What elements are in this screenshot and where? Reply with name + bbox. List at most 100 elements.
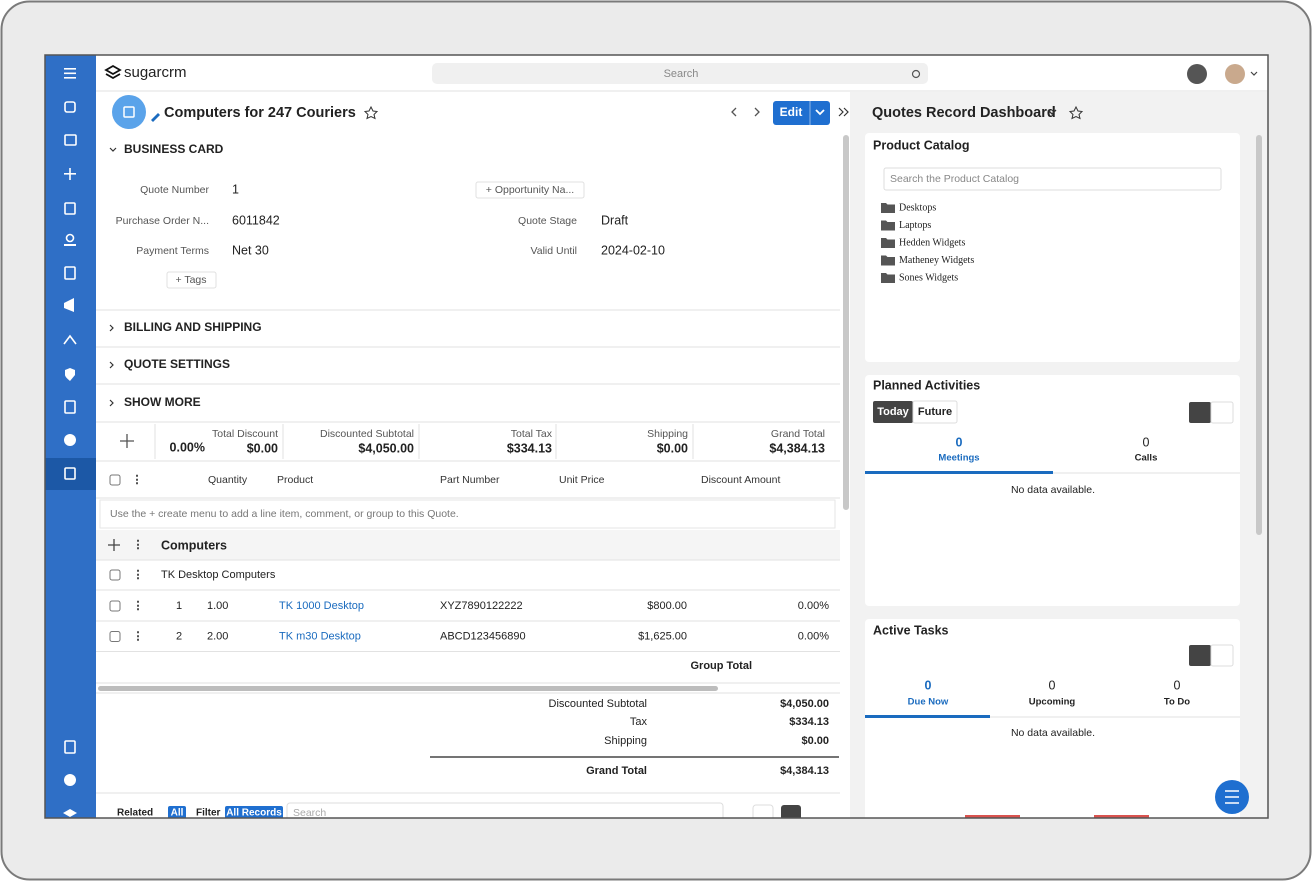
row-actions: ⋮	[133, 600, 144, 612]
opportunity-button[interactable]	[475, 181, 585, 199]
group: sugarcrm Search Computers for 247 Courie…	[45, 55, 1268, 823]
avatar[interactable]	[1225, 64, 1245, 84]
folder[interactable]: Sones Widgets	[899, 272, 958, 283]
cell: 1	[176, 600, 182, 612]
records-chip[interactable]	[225, 806, 283, 820]
decoration	[109, 361, 114, 369]
count: 0	[1174, 678, 1181, 692]
favorite[interactable]	[363, 105, 379, 120]
window-border	[44, 54, 1269, 819]
decoration	[781, 805, 801, 818]
decoration	[64, 72, 76, 75]
field-label: Valid Until	[531, 245, 578, 257]
tab-label: Today	[877, 406, 909, 418]
logo: sugarcrm	[124, 64, 187, 81]
tab-future[interactable]	[912, 400, 958, 424]
column-header: Part Number	[440, 474, 500, 486]
actions: ⋮	[132, 474, 143, 486]
tags-button[interactable]	[166, 271, 217, 289]
panel-header[interactable]: QUOTE SETTINGS	[124, 357, 230, 371]
decoration	[64, 740, 76, 754]
column-header: Unit Price	[559, 474, 605, 486]
all-label: All	[171, 808, 184, 819]
scrollbar	[843, 135, 849, 510]
field-label: Payment Terms	[136, 245, 209, 257]
dashlet-title: Planned Activities	[873, 378, 980, 392]
product-link[interactable]: TK 1000 Desktop	[279, 600, 364, 612]
record-title: Computers for 247 Couriers	[164, 105, 356, 121]
count-label[interactable]: Calls	[1135, 453, 1158, 464]
decoration	[1068, 105, 1084, 120]
cell: 1.00	[207, 600, 228, 612]
dashlet-title: Active Tasks	[873, 623, 949, 637]
logo-mark	[104, 64, 122, 80]
checkbox	[109, 631, 121, 642]
tab-label: Future	[918, 406, 952, 418]
count-label[interactable]: Upcoming	[1029, 697, 1076, 708]
decoration: ⋮	[133, 539, 144, 551]
subpanel-search[interactable]	[286, 802, 724, 823]
count-label[interactable]: Due Now	[908, 697, 949, 708]
column-header: Product	[277, 474, 313, 486]
count: 0	[1143, 435, 1150, 449]
field-value: 2024-02-10	[601, 243, 665, 257]
total-label: Shipping	[647, 428, 688, 440]
field-value: Draft	[601, 213, 629, 227]
hint: Use the + create menu to add a line item…	[110, 508, 459, 520]
decoration	[815, 109, 825, 116]
count: 0	[956, 435, 963, 449]
cell: XYZ7890122222	[440, 600, 523, 612]
decoration	[1225, 790, 1239, 804]
column-header: Quantity	[208, 474, 248, 486]
create-menu[interactable]	[120, 434, 134, 448]
product-link[interactable]: TK m30 Desktop	[279, 630, 361, 642]
folder[interactable]: Hedden Widgets	[899, 237, 965, 248]
related[interactable]: Related	[117, 808, 153, 819]
group-name: Computers	[161, 538, 227, 552]
folder[interactable]: Desktops	[899, 202, 936, 213]
dashlet	[865, 619, 1240, 818]
total-value: $334.13	[507, 441, 552, 455]
folder[interactable]: Matheney Widgets	[899, 255, 974, 266]
sidebar-icons	[63, 68, 77, 817]
total-value: $4,384.13	[769, 441, 825, 455]
decoration	[69, 168, 71, 180]
cell: ABCD123456890	[440, 630, 526, 642]
cell: 0.00%	[798, 630, 829, 642]
edit-pencil	[151, 113, 160, 122]
summary-label: Shipping	[604, 735, 647, 747]
tab-today[interactable]	[873, 401, 913, 423]
subpanel-search-text: Search	[293, 807, 326, 819]
empty-message: No data available.	[1011, 727, 1095, 739]
dashboard-title: Quotes Record Dashboard	[872, 105, 1056, 121]
total-value: $0.00	[657, 441, 688, 455]
decoration	[1047, 109, 1057, 115]
toggle-dashboard[interactable]	[838, 107, 849, 117]
dashlet	[865, 375, 1240, 606]
total-label: Total Tax	[511, 428, 553, 440]
global-search[interactable]	[432, 63, 928, 84]
count: 0	[925, 678, 932, 692]
folder[interactable]: Laptops	[899, 220, 931, 231]
catalog-search[interactable]	[883, 167, 1222, 191]
edit-button[interactable]	[773, 101, 830, 125]
folder-icon	[881, 220, 895, 231]
pager[interactable]	[731, 107, 760, 117]
tags-label: + Tags	[175, 274, 206, 286]
notifications[interactable]	[1187, 64, 1207, 84]
summary-value: $4,050.00	[780, 698, 829, 710]
panel-header[interactable]: SHOW MORE	[124, 395, 201, 409]
decoration	[63, 809, 77, 817]
comment: TK Desktop Computers	[161, 569, 276, 581]
summary-label: Grand Total	[586, 765, 647, 777]
count-label[interactable]: Meetings	[938, 453, 979, 464]
decoration	[1189, 645, 1211, 666]
panel-header[interactable]: BILLING AND SHIPPING	[124, 320, 262, 334]
summary-value: $4,384.13	[780, 765, 829, 777]
group: ⋮ 1 1.00 TK 1000 Desktop XYZ7890122222 $800.0…	[96, 600, 840, 652]
count-label[interactable]: To Do	[1164, 697, 1190, 708]
decoration	[1250, 71, 1258, 76]
decoration	[64, 202, 76, 215]
